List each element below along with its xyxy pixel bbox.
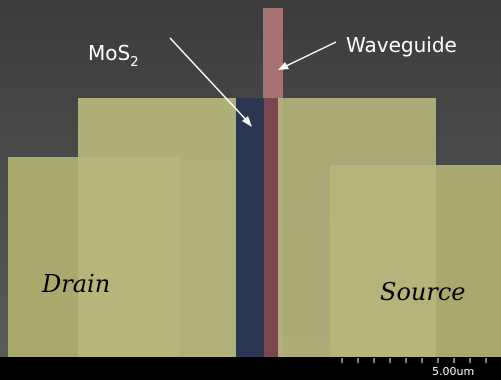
mos2-flake bbox=[236, 98, 264, 357]
page: MoS2 Waveguide Drain Source 5.00um (() =… bbox=[0, 0, 501, 380]
drain-label: Drain bbox=[41, 270, 110, 298]
mos2-text: MoS bbox=[88, 41, 130, 65]
source-label: Source bbox=[380, 278, 465, 306]
mos2-subscript: 2 bbox=[130, 55, 138, 70]
info-bar bbox=[0, 357, 501, 380]
sem-image: MoS2 Waveguide Drain Source 5.00um bbox=[0, 0, 501, 380]
scale-label: 5.00um bbox=[432, 365, 474, 378]
waveguide-label: Waveguide bbox=[346, 33, 457, 57]
source-pad-upper bbox=[278, 98, 436, 357]
waveguide-under-flake bbox=[264, 98, 278, 357]
drain-pad-upper bbox=[78, 98, 238, 357]
